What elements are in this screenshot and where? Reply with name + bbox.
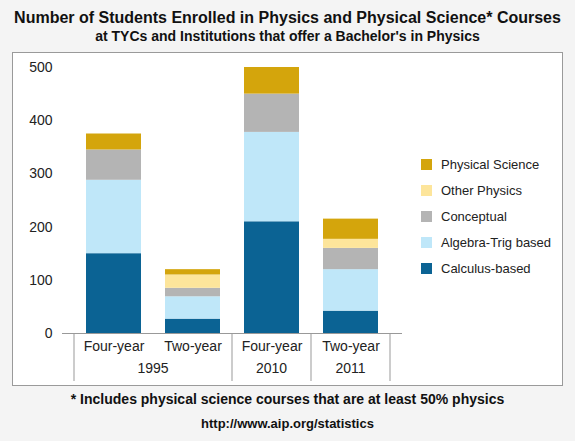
svg-text:1995: 1995 <box>137 360 168 376</box>
html-text:Algebra-Trig based: Algebra-Trig based <box>441 234 552 250</box>
svg-text:200: 200 <box>29 219 53 235</box>
html-text:* Includes physical science co: * Includes physical science courses that… <box>70 391 505 407</box>
html-text:at TYCs and Institutions that: at TYCs and Institutions that offer a Ba… <box>95 28 480 44</box>
svg-text:Two-year: Two-year <box>164 338 222 354</box>
html-text:http://www.aip.org/statistics: http://www.aip.org/statistics <box>201 416 374 431</box>
html-text:Physical Science: Physical Science <box>441 156 540 172</box>
svg-text:2010: 2010 <box>256 360 287 376</box>
svg-text:Four-year: Four-year <box>242 338 303 354</box>
svg-text:0: 0 <box>45 325 53 341</box>
svg-text:2011: 2011 <box>335 360 365 376</box>
svg-text:Two-year: Two-year <box>322 338 380 354</box>
html-text:Other Physics: Other Physics <box>441 182 522 198</box>
html-text:Number of Students Enrolled in: Number of Students Enrolled in Physics a… <box>14 9 561 26</box>
html-text:Calculus-based: Calculus-based <box>441 260 531 276</box>
html-text:Conceptual: Conceptual <box>441 208 507 224</box>
svg-text:100: 100 <box>29 272 53 288</box>
svg-text:Four-year: Four-year <box>84 338 145 354</box>
svg-text:500: 500 <box>29 59 53 75</box>
svg-text:300: 300 <box>29 165 53 181</box>
svg-text:400: 400 <box>29 112 53 128</box>
